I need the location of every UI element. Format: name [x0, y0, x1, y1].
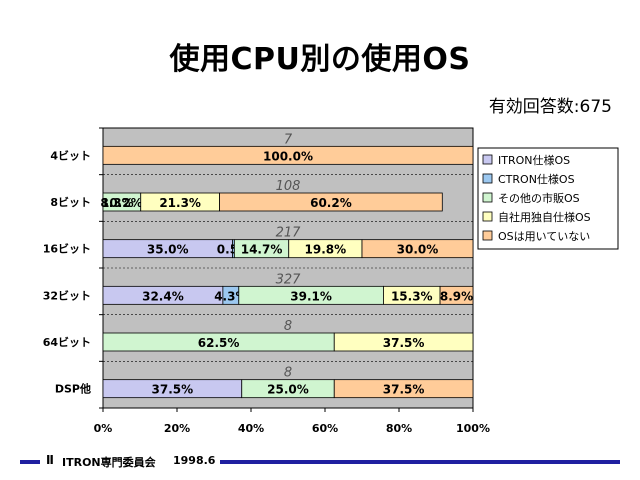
data-label: 39.1%	[290, 289, 332, 303]
x-tick-label: 20%	[164, 422, 190, 435]
legend-label: CTRON仕様OS	[498, 172, 575, 186]
data-label: 10.2%	[101, 196, 143, 210]
category-label: 64ビット	[43, 335, 91, 349]
data-label: 8.3%	[100, 196, 133, 210]
data-label: 100.0%	[263, 149, 313, 163]
footer-organization: ITRON専門委員会	[62, 456, 156, 469]
x-tick-label: 40%	[238, 422, 264, 435]
category-label: 8ビット	[50, 195, 91, 209]
legend-swatch	[482, 211, 493, 222]
legend-swatch	[482, 192, 493, 203]
data-label: 32.4%	[142, 289, 184, 303]
legend-label: 自社用独自仕様OS	[498, 210, 591, 224]
data-label: 30.0%	[397, 243, 439, 257]
bar-segment	[102, 145, 474, 165]
data-label: 62.5%	[198, 336, 240, 350]
bar-segment	[361, 239, 474, 259]
respondent-count-label: 8	[284, 319, 292, 334]
bar-segment	[333, 379, 474, 399]
category-label: DSP他	[55, 382, 91, 396]
x-tick-label: 80%	[386, 422, 412, 435]
x-tick-label: 0%	[94, 422, 113, 435]
x-tick-label: 100%	[456, 422, 490, 435]
data-label: 14.7%	[241, 243, 283, 257]
legend-label: その他の市販OS	[498, 191, 580, 205]
answer-count-label: 有効回答数:675	[488, 97, 612, 117]
legend-swatch	[482, 230, 493, 241]
legend-swatch	[482, 154, 493, 165]
category-label: 32ビット	[43, 288, 91, 302]
footer-date: 1998.6	[173, 454, 216, 467]
data-label: 60.2%	[310, 196, 352, 210]
footer-rule-left	[20, 460, 40, 464]
respondent-count-label: 217	[276, 226, 302, 241]
respondent-count-label: 7	[284, 132, 293, 147]
slide-title: 使用CPU別の使用OS	[169, 42, 471, 77]
footer-rule-right	[220, 460, 620, 464]
data-label: 37.5%	[152, 383, 194, 397]
data-label: 8.9%	[440, 289, 473, 303]
bar-segment	[439, 285, 474, 305]
respondent-count-label: 108	[276, 179, 301, 194]
data-label: 15.3%	[391, 289, 433, 303]
bar-segment	[219, 192, 443, 212]
x-tick-label: 60%	[312, 422, 338, 435]
legend-box	[477, 147, 619, 250]
data-label: 19.8%	[305, 243, 347, 257]
data-label: 37.5%	[383, 336, 425, 350]
legend-label: OSは用いていない	[498, 230, 590, 243]
category-label: 16ビット	[43, 242, 91, 256]
legend-label: ITRON仕様OS	[498, 153, 570, 167]
data-label: 21.3%	[159, 196, 201, 210]
bar-segment	[333, 332, 474, 352]
data-label: 25.0%	[267, 383, 309, 397]
data-label: 35.0%	[147, 243, 189, 257]
legend-swatch	[482, 173, 493, 184]
respondent-count-label: 8	[284, 366, 292, 381]
itron-logo-icon: Ⅱ	[46, 453, 54, 467]
category-label: 4ビット	[50, 148, 91, 162]
data-label: 37.5%	[383, 383, 425, 397]
respondent-count-label: 327	[276, 272, 302, 287]
